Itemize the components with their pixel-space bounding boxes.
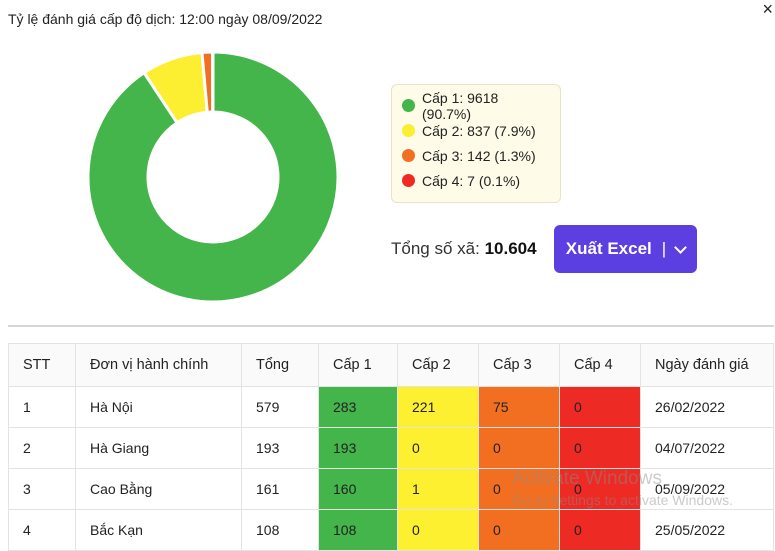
section-divider [8,325,774,327]
cell-cap-3: 0 [478,468,560,510]
legend-label: Cấp 4: 7 (0.1%) [422,172,521,189]
cell-cap-4: 0 [559,468,641,510]
legend-dot-icon [402,99,415,112]
total-value: 10.604 [484,239,537,258]
export-separator: | [661,239,667,258]
donut-chart [86,50,340,304]
cell-cap-3: 75 [478,386,560,428]
cell-stt: 3 [8,468,76,510]
legend-dot-icon [402,149,415,162]
cell-total: 579 [241,386,319,428]
column-header-date[interactable]: Ngày đánh giá [640,343,774,387]
cell-cap-2: 1 [397,468,479,510]
cell-date: 26/02/2022 [640,386,774,428]
table-header-row: STT Đơn vị hành chính Tổng Cấp 1 Cấp 2 C… [8,343,774,387]
cell-date: 05/09/2022 [640,468,774,510]
cell-unit: Bắc Kạn [75,509,242,551]
cell-date: 04/07/2022 [640,427,774,469]
cell-unit: Hà Nội [75,386,242,428]
chart-legend: Cấp 1: 9618 (90.7%) Cấp 2: 837 (7.9%) Cấ… [391,84,561,203]
cell-cap-2: 0 [397,427,479,469]
legend-label: Cấp 3: 142 (1.3%) [422,147,536,164]
cell-cap-1: 193 [318,427,398,469]
cell-total: 108 [241,509,319,551]
total-label: Tổng số xã: [391,239,480,258]
cell-unit: Hà Giang [75,427,242,469]
close-icon[interactable]: × [762,0,773,19]
cell-cap-4: 0 [559,386,641,428]
legend-item-cap-3: Cấp 3: 142 (1.3%) [402,143,550,168]
legend-dot-icon [402,124,415,137]
cell-total: 193 [241,427,319,469]
legend-item-cap-2: Cấp 2: 837 (7.9%) [402,118,550,143]
legend-item-cap-4: Cấp 4: 7 (0.1%) [402,168,550,193]
cell-date: 25/05/2022 [640,509,774,551]
cell-stt: 2 [8,427,76,469]
cell-stt: 1 [8,386,76,428]
cell-cap-3: 0 [478,509,560,551]
legend-dot-icon [402,174,415,187]
column-header-total[interactable]: Tổng [241,343,319,387]
table-row: 1 Hà Nội 579 283 221 75 0 26/02/2022 [8,386,774,428]
table-row: 2 Hà Giang 193 193 0 0 0 04/07/2022 [8,427,774,469]
cell-total: 161 [241,468,319,510]
cell-cap-1: 108 [318,509,398,551]
column-header-cap-1[interactable]: Cấp 1 [318,343,398,387]
total-communes: Tổng số xã: 10.604 [391,239,537,259]
cell-cap-4: 0 [559,427,641,469]
cell-unit: Cao Bằng [75,468,242,510]
column-header-stt[interactable]: STT [8,343,76,387]
column-header-unit[interactable]: Đơn vị hành chính [75,343,242,387]
column-header-cap-4[interactable]: Cấp 4 [559,343,641,387]
cell-cap-2: 221 [397,386,479,428]
cell-cap-4: 0 [559,509,641,551]
cell-cap-2: 0 [397,509,479,551]
column-header-cap-2[interactable]: Cấp 2 [397,343,479,387]
cell-cap-1: 160 [318,468,398,510]
chart-title: Tỷ lệ đánh giá cấp độ dịch: 12:00 ngày 0… [8,11,323,27]
cell-cap-3: 0 [478,427,560,469]
cell-cap-1: 283 [318,386,398,428]
export-excel-button[interactable]: Xuất Excel | [554,225,697,273]
donut-slice-cấp-4[interactable] [210,50,215,114]
cell-stt: 4 [8,509,76,551]
column-header-cap-3[interactable]: Cấp 3 [478,343,560,387]
donut-slice-cấp-1[interactable] [86,50,340,304]
table-row: 4 Bắc Kạn 108 108 0 0 0 25/05/2022 [8,509,774,551]
legend-item-cap-1: Cấp 1: 9618 (90.7%) [402,90,550,122]
data-table: STT Đơn vị hành chính Tổng Cấp 1 Cấp 2 C… [8,343,774,551]
chevron-down-icon[interactable] [674,240,688,254]
legend-label: Cấp 2: 837 (7.9%) [422,122,536,139]
legend-label: Cấp 1: 9618 (90.7%) [422,89,499,122]
table-row: 3 Cao Bằng 161 160 1 0 0 05/09/2022 [8,468,774,510]
export-excel-label: Xuất Excel [565,239,652,258]
